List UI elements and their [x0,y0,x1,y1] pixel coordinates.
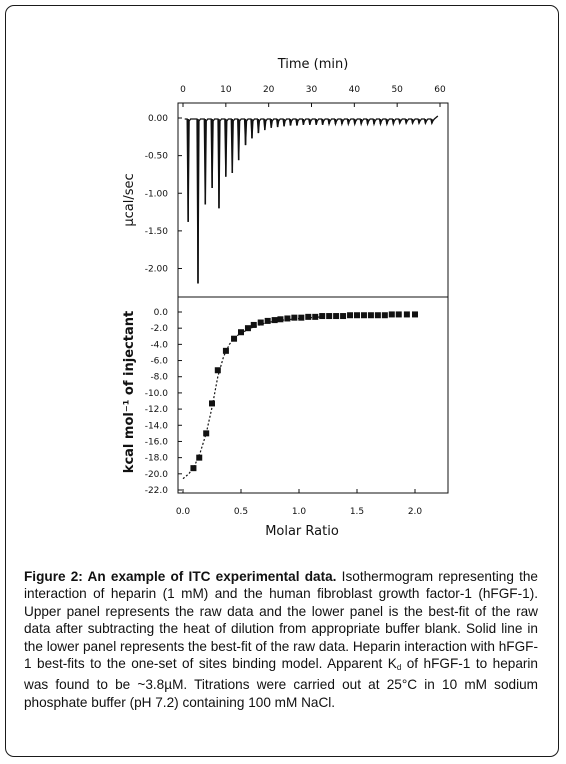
data-point [298,314,305,321]
lower-y-ticks: 0.0 -2.0 -4.0 -6.0 -8.0 -10.0 -12.0 -14.0 -16.0 -… [145,308,182,496]
data-point [231,335,238,342]
lower-x-tick-label: 2.0 [408,507,423,517]
lower-panel: 0.0 0.5 1.0 1.5 2.0 0.0 -2.0 -4.0 -6.0 -8.0 -10.0… [122,296,449,539]
upper-x-tick-label: 30 [306,85,318,95]
data-point [381,312,388,319]
figure-caption: Figure 2: An example of ITC experimental… [24,568,538,711]
itc-figure: Time (min) 0 10 20 30 40 50 60 0.00 -0.50 -1.00 -… [122,57,449,539]
lower-y-tick-label: -20.0 [145,470,169,480]
data-point [403,311,410,318]
data-point [277,316,284,323]
caption-text-2: of hFGF-1 to heparin was found to be ~3.… [24,656,538,710]
upper-y-axis-title: µcal/sec [122,173,137,226]
data-point [395,311,402,318]
lower-y-tick-label: -12.0 [145,405,169,415]
lower-y-tick-label: -8.0 [150,373,168,383]
data-point [250,321,257,328]
data-point [196,454,203,461]
upper-panel: Time (min) 0 10 20 30 40 50 60 0.00 -0.50 -1.00 -… [122,57,449,298]
lower-y-tick-label: -14.0 [145,421,169,431]
data-point [367,312,374,319]
binding-isotherm-points [190,311,418,472]
lower-y-tick-label: -16.0 [145,437,169,447]
lower-y-tick-label: -10.0 [145,389,169,399]
data-point [244,325,251,332]
figure-frame [5,5,559,757]
lower-x-tick-label: 1.5 [350,507,364,517]
upper-x-tick-label: 60 [434,85,446,95]
data-point [222,347,229,354]
caption-label: Figure 2: An example of ITC experimental… [24,569,337,584]
fit-curve [182,316,323,480]
lower-y-axis-title: kcal mol⁻¹ of injectant [122,311,137,473]
lower-y-tick-label: -4.0 [150,340,168,350]
data-point [326,313,333,320]
raw-trace-line [184,115,439,284]
data-point [340,313,347,320]
lower-y-tick-label: -18.0 [145,454,169,464]
caption-kd-subscript: d [396,663,402,673]
upper-x-tick-label: 0 [180,85,186,95]
upper-y-ticks: 0.00 -0.50 -1.00 -1.50 -2.00 [145,114,182,275]
data-point [312,313,319,320]
lower-y-tick-label: -6.0 [150,357,168,367]
data-point [291,314,298,321]
upper-y-tick-label: -2.00 [145,265,169,275]
upper-y-tick-label: 0.00 [148,114,168,124]
data-point [412,311,418,318]
lower-y-tick-label: 0.0 [154,308,169,318]
data-point [347,312,354,319]
data-point [360,312,367,319]
fit-line [182,316,323,480]
lower-x-tick-label: 0.5 [234,507,248,517]
data-point [264,317,271,324]
data-point [388,311,395,318]
lower-y-tick-label: -22.0 [145,486,169,496]
data-point [271,317,278,324]
lower-x-tick-label: 0.0 [176,507,191,517]
upper-x-axis-title: Time (min) [277,57,349,72]
lower-x-ticks: 0.0 0.5 1.0 1.5 2.0 [176,489,423,517]
lower-y-tick-label: -2.0 [150,324,168,334]
data-point [374,312,381,319]
data-point [257,319,264,326]
upper-x-tick-label: 40 [349,85,361,95]
data-point [214,367,221,374]
raw-thermogram [184,115,439,284]
data-point [238,329,244,336]
data-point [209,400,215,407]
upper-x-tick-label: 20 [263,85,275,95]
upper-x-tick-label: 10 [220,85,232,95]
data-point [354,312,360,319]
data-point [203,430,210,437]
upper-x-tick-label: 50 [391,85,403,95]
lower-x-axis-title: Molar Ratio [265,524,339,539]
upper-y-tick-label: -1.00 [145,189,169,199]
lower-x-tick-label: 1.0 [292,507,307,517]
upper-y-tick-label: -0.50 [145,152,169,162]
data-point [333,313,340,320]
upper-x-ticks: 0 10 20 30 40 50 60 [180,85,446,107]
data-point [319,313,326,320]
data-point [284,315,291,322]
upper-y-tick-label: -1.50 [145,227,169,237]
lower-plot-frame [177,296,449,494]
data-point [190,465,197,472]
data-point [305,313,312,320]
caption-text-1: Isothermogram representing the interacti… [24,569,538,672]
